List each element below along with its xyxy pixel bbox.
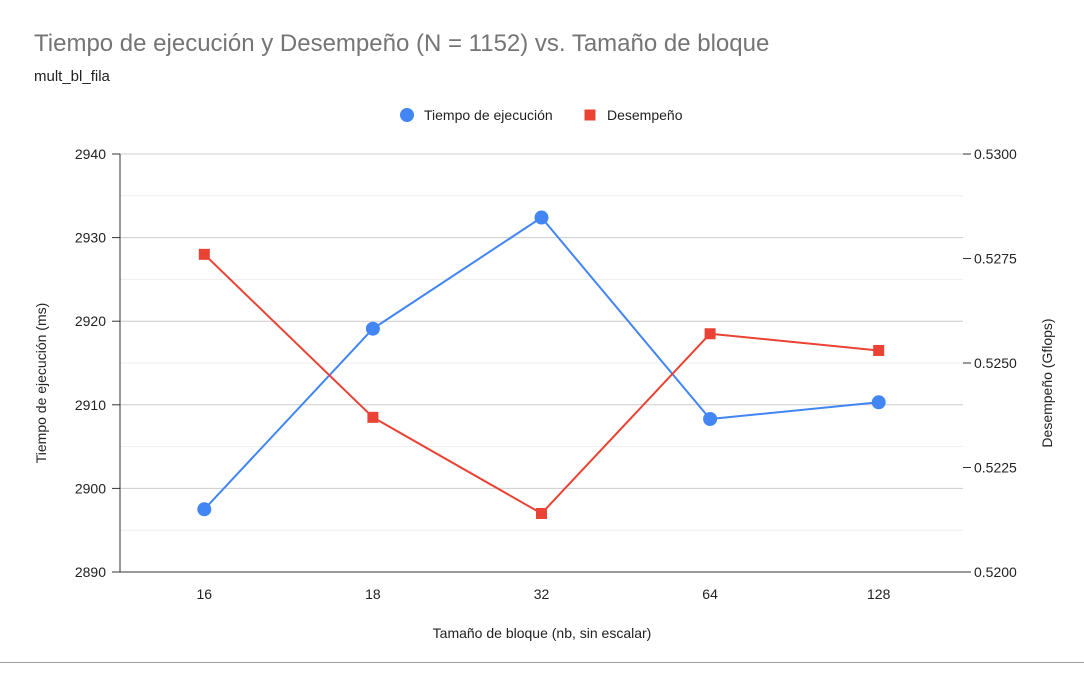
x-tick-label: 128: [867, 586, 891, 602]
data-point: [536, 507, 547, 519]
grid: [120, 153, 963, 531]
y-axis-left-label: Tiempo de ejecución (ms): [33, 303, 49, 464]
data-point: [367, 411, 379, 423]
series-line-2: [203, 253, 879, 515]
data-point: [704, 328, 716, 340]
axes: 2890 2900 2910 2920 2930 2940 0.5200 0.5225 0.52…: [75, 146, 1017, 602]
x-axis-label: Tamaño de bloque (nb, sin escalar): [433, 625, 652, 641]
y-left-tick-label: 2890: [75, 564, 106, 580]
y-left-tick-label: 2900: [75, 480, 106, 496]
y-left-tick-label: 2910: [75, 397, 106, 413]
x-tick-label: 16: [197, 586, 213, 602]
y-right-tick-label: 0.5275: [974, 251, 1017, 267]
x-tick-label: 18: [365, 586, 381, 602]
data-point: [703, 412, 718, 427]
y-axis-right-label: Desempeño (Gflops): [1039, 318, 1055, 447]
data-point: [873, 344, 885, 356]
series: [197, 210, 886, 519]
data-point: [534, 210, 549, 225]
y-right-tick-label: 0.5300: [974, 146, 1017, 162]
legend-marker: [584, 109, 596, 121]
y-left-tick-label: 2920: [75, 313, 106, 329]
y-right-tick-label: 0.5200: [974, 564, 1017, 580]
legend: Tiempo de ejecución Desempeño: [400, 107, 683, 123]
y-left-tick-label: 2930: [75, 230, 106, 246]
x-tick-label: 64: [702, 586, 718, 602]
legend-marker: [400, 108, 414, 122]
data-point: [197, 502, 212, 517]
legend-label: Tiempo de ejecución: [424, 107, 553, 123]
y-right-tick-label: 0.5225: [974, 460, 1017, 476]
data-point: [871, 395, 886, 410]
data-point: [365, 321, 380, 336]
y-left-tick-label: 2940: [75, 146, 106, 162]
x-tick-label: 32: [534, 586, 550, 602]
chart-subtitle: mult_bl_fila: [34, 68, 110, 85]
legend-label: Desempeño: [607, 107, 683, 123]
y-right-tick-label: 0.5250: [974, 355, 1017, 371]
bottom-divider: [0, 662, 1084, 663]
chart-title: Tiempo de ejecución y Desempeño (N = 115…: [34, 30, 770, 57]
data-point: [198, 248, 210, 260]
